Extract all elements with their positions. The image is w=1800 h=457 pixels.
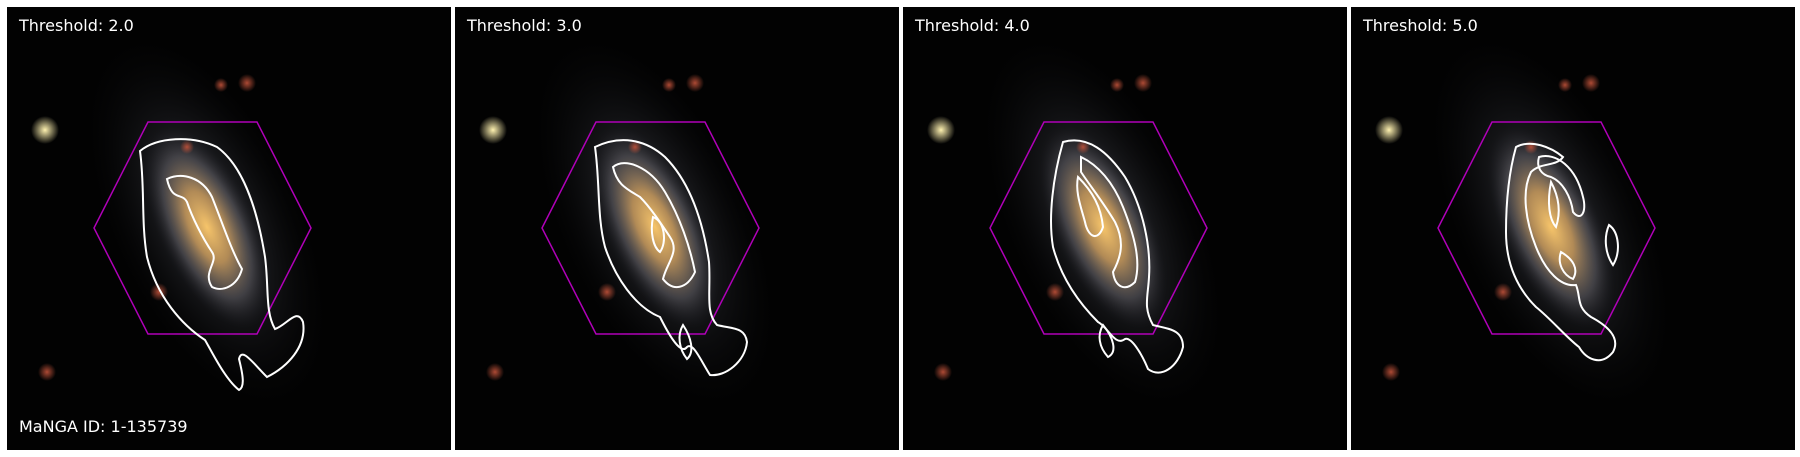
contour-inner	[1537, 155, 1586, 217]
star	[934, 363, 952, 381]
threshold-label: Threshold: 4.0	[915, 16, 1030, 35]
galaxy-core	[591, 125, 719, 329]
image-panel-1: Threshold: 2.0 MaNGA ID: 1-135739	[7, 7, 451, 450]
hexagon-footprint	[93, 121, 312, 335]
star	[1524, 140, 1538, 154]
star	[1558, 78, 1572, 92]
contour-fragment	[1558, 250, 1577, 281]
manga-id-label: MaNGA ID: 1-135739	[19, 417, 188, 436]
star	[598, 283, 616, 301]
star	[31, 116, 59, 144]
image-panel-4: Threshold: 5.0	[1351, 7, 1795, 450]
galaxy-image-4	[1375, 36, 1672, 408]
galaxy-core	[1487, 125, 1615, 329]
star	[1134, 74, 1152, 92]
star	[180, 140, 194, 154]
star	[1046, 283, 1064, 301]
star	[1375, 116, 1403, 144]
contour-fragment	[650, 215, 666, 254]
galaxy-image-3	[927, 36, 1224, 408]
image-panel-2: Threshold: 3.0	[455, 7, 899, 450]
star	[686, 74, 704, 92]
star	[1382, 363, 1400, 381]
contour-fragment	[1604, 223, 1619, 267]
star	[927, 116, 955, 144]
image-panel-3: Threshold: 4.0	[903, 7, 1347, 450]
threshold-label: Threshold: 2.0	[19, 16, 134, 35]
threshold-label: Threshold: 3.0	[467, 16, 582, 35]
contour-outer	[593, 139, 749, 377]
star	[238, 74, 256, 92]
contour-outer	[1504, 142, 1617, 362]
star	[214, 78, 228, 92]
star	[486, 363, 504, 381]
galaxy-image-1	[31, 36, 328, 408]
contour-inner	[165, 175, 244, 290]
contour-outer	[138, 138, 305, 392]
hexagon-footprint	[1437, 121, 1656, 335]
hexagon-footprint	[541, 121, 760, 335]
contour-fragment	[1076, 174, 1105, 237]
contour-fragment	[1098, 323, 1115, 359]
star	[479, 116, 507, 144]
hexagon-footprint	[989, 121, 1208, 335]
contour-inner	[611, 162, 697, 288]
star	[1110, 78, 1124, 92]
star	[1582, 74, 1600, 92]
star	[1494, 283, 1512, 301]
star	[38, 363, 56, 381]
contour-fragment	[1547, 179, 1560, 229]
galaxy-image-2	[479, 36, 776, 408]
star	[628, 140, 642, 154]
contour-fragment	[678, 323, 693, 361]
contour-inner	[1080, 155, 1139, 289]
contour-outer	[1050, 139, 1185, 374]
star	[662, 78, 676, 92]
threshold-label: Threshold: 5.0	[1363, 16, 1478, 35]
